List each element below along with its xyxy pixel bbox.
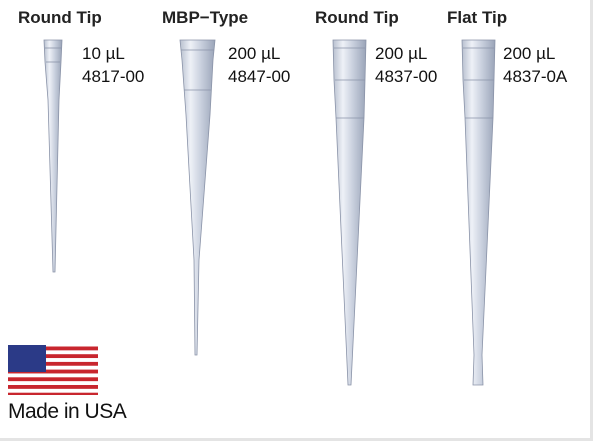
- tip-image: [332, 39, 367, 386]
- tip-volume: 200 µL: [375, 44, 428, 63]
- tip-code: 4837-00: [375, 67, 438, 86]
- tip-type: Round Tip: [18, 8, 102, 27]
- usa-flag: [8, 345, 98, 395]
- tip-volume: 200 µL: [228, 44, 281, 63]
- tip-image: [43, 39, 63, 273]
- tip-type: Round Tip: [315, 8, 399, 27]
- tip-image: [179, 39, 216, 356]
- origin-label: Made in USA: [8, 400, 127, 423]
- tip-code: 4817-00: [82, 67, 145, 86]
- tip-type: Flat Tip: [447, 8, 508, 27]
- tip-code: 4837-0A: [503, 67, 568, 86]
- tip-type: MBP−Type: [162, 8, 249, 27]
- tip-volume: 10 µL: [82, 44, 125, 63]
- tip-volume: 200 µL: [503, 44, 556, 63]
- tip-code: 4847-00: [228, 67, 291, 86]
- tip-image: [461, 39, 496, 386]
